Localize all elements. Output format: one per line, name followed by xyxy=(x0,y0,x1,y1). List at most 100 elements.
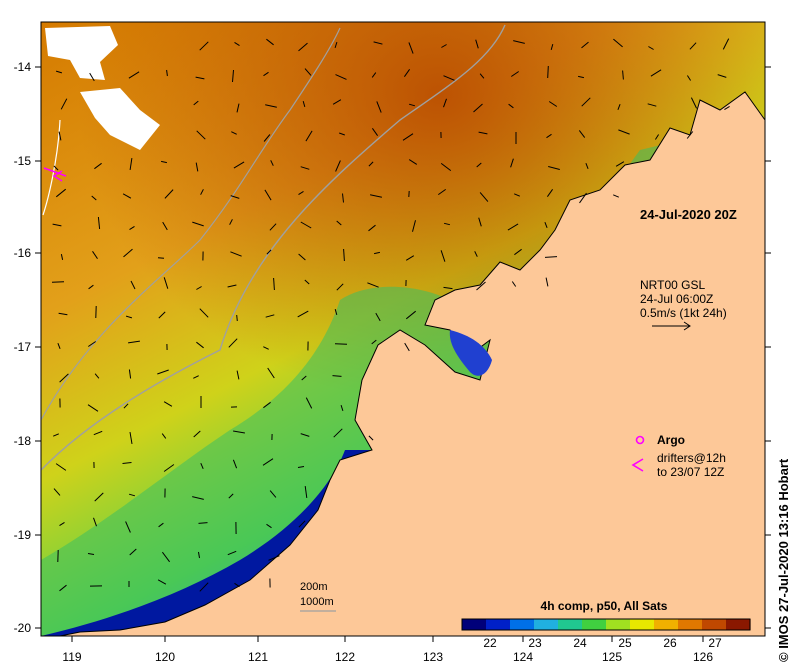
current-arrow xyxy=(53,433,59,437)
plot-border xyxy=(40,21,766,637)
current-arrow xyxy=(192,221,204,227)
lon-label: 120 xyxy=(155,650,175,664)
current-arrow xyxy=(236,314,238,322)
current-arrow xyxy=(334,41,338,49)
lon-axis: 119 120 121 122 123 124 125 126 xyxy=(62,636,713,664)
current-arrow xyxy=(128,340,140,344)
current-arrow xyxy=(332,99,342,105)
current-arrow xyxy=(232,69,234,83)
current-arrow xyxy=(654,134,660,140)
current-arrow xyxy=(508,103,514,109)
colorbar-swatch xyxy=(534,619,559,630)
current-arrow xyxy=(476,281,486,291)
current-arrow xyxy=(157,369,169,375)
current-arrow xyxy=(412,220,416,232)
current-arrow xyxy=(158,311,166,319)
drifter-icon xyxy=(631,458,644,472)
current-arrow xyxy=(373,41,383,45)
current-arrow xyxy=(479,192,489,202)
current-arrow xyxy=(368,161,374,167)
current-arrow xyxy=(650,69,662,77)
current-arrow xyxy=(371,339,377,345)
current-arrow xyxy=(199,308,209,318)
current-arrow xyxy=(441,44,447,48)
current-arrow xyxy=(336,220,342,226)
colorbar-tick: 24 xyxy=(573,636,587,650)
current-arrow xyxy=(87,404,99,412)
current-arrow xyxy=(548,101,558,107)
current-arrow xyxy=(334,308,338,316)
current-arrow xyxy=(689,42,697,50)
current-arrow xyxy=(55,463,67,471)
drifter-legend: drifters@12h to 23/07 12Z xyxy=(631,451,726,479)
drifter-label-1: drifters@12h xyxy=(657,451,726,465)
current-arrow xyxy=(647,103,657,107)
current-arrow xyxy=(408,42,414,54)
current-arrow xyxy=(55,70,63,74)
current-arrow xyxy=(199,582,209,592)
colorbar-title: 4h comp, p50, All Sats xyxy=(541,599,668,613)
current-arrow xyxy=(196,130,206,140)
current-arrow xyxy=(339,132,345,136)
current-arrow xyxy=(371,72,377,78)
lon-label: 126 xyxy=(693,650,713,664)
current-arrow xyxy=(443,98,447,108)
current-arrow xyxy=(234,41,240,47)
colorbar: 4h comp, p50, All Sats 22 23 24 25 26 27 xyxy=(461,599,751,650)
current-arrow xyxy=(343,248,345,262)
current-arrow xyxy=(193,100,199,106)
colorbar-swatch xyxy=(558,619,583,630)
current-arrow xyxy=(544,256,558,258)
current-arrow xyxy=(128,71,140,79)
current-arrow xyxy=(129,432,133,444)
current-arrow xyxy=(163,401,173,407)
current-arrow xyxy=(479,73,485,79)
current-arrow xyxy=(475,39,479,49)
current-arrow xyxy=(122,193,132,199)
current-arrow xyxy=(376,101,382,113)
isobath-200m xyxy=(41,24,506,471)
isobath-1000m xyxy=(41,27,341,421)
current-arrow xyxy=(263,346,269,350)
isobath-1000-label: 1000m xyxy=(300,596,334,608)
current-arrow xyxy=(51,281,65,283)
current-arrow xyxy=(440,162,452,172)
current-arrow xyxy=(404,342,410,352)
colorbar-tick: 22 xyxy=(483,636,497,650)
current-arrow xyxy=(335,160,341,172)
current-arrow xyxy=(230,251,242,257)
colorbar-swatch xyxy=(582,619,607,630)
current-arrow xyxy=(229,219,233,225)
current-arrow xyxy=(613,38,623,48)
current-arrow xyxy=(94,373,100,379)
current-source: NRT00 GSL xyxy=(640,278,705,292)
current-arrow xyxy=(130,280,136,290)
current-arrow xyxy=(302,100,306,108)
current-arrow xyxy=(196,286,202,290)
current-arrow xyxy=(298,190,304,196)
current-arrow xyxy=(304,68,312,76)
current-arrow xyxy=(336,283,344,291)
current-arrow xyxy=(92,251,98,259)
isobath-legend: 200m 1000m xyxy=(300,581,336,612)
current-arrow xyxy=(160,160,168,164)
current-arrow xyxy=(300,433,310,437)
current-arrow xyxy=(577,75,585,79)
current-arrow xyxy=(233,161,245,169)
current-arrow xyxy=(52,223,62,227)
argo-label: Argo xyxy=(657,433,685,447)
colorbar-swatch xyxy=(678,619,703,630)
current-arrow xyxy=(618,129,630,135)
cloud-patch xyxy=(45,26,118,80)
current-arrow xyxy=(546,189,554,197)
current-arrow xyxy=(270,160,274,166)
current-arrow xyxy=(722,38,730,50)
lat-label: -18 xyxy=(14,434,32,448)
current-arrow xyxy=(544,222,548,228)
colorbar-swatch xyxy=(462,619,487,630)
current-arrow xyxy=(193,430,201,438)
current-arrow xyxy=(545,277,549,287)
current-arrow xyxy=(157,579,167,585)
colorbar-swatch xyxy=(606,619,631,630)
